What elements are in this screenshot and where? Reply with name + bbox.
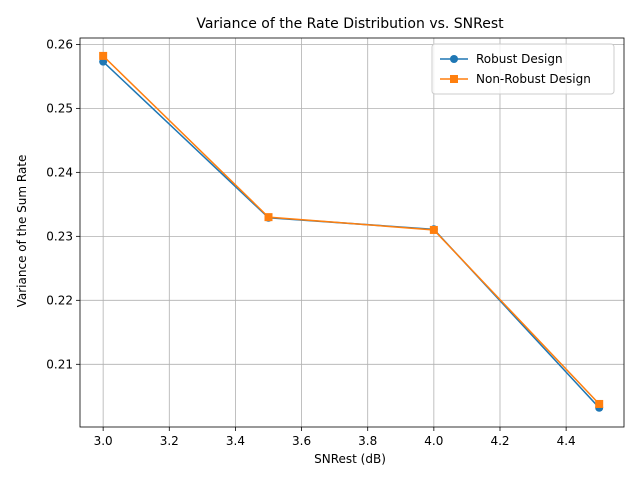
legend-label: Non-Robust Design	[476, 72, 591, 86]
x-axis-label: SNRest (dB)	[314, 452, 386, 466]
x-axis: 3.0 3.2 3.4 3.6 3.8 4.0 4.2 4.4	[94, 427, 576, 448]
x-tick-label: 3.6	[292, 434, 311, 448]
legend-marker	[450, 55, 458, 63]
legend-box	[431, 43, 615, 95]
data-point	[429, 225, 438, 234]
chart-title: Variance of the Rate Distribution vs. SN…	[196, 16, 504, 32]
y-tick-label: 0.24	[46, 165, 73, 179]
legend-item: Robust Design	[440, 52, 563, 66]
legend: Robust Design Non-Robust Design	[431, 43, 615, 95]
series-line	[102, 55, 600, 405]
plot-frame	[79, 37, 625, 428]
y-axis-label: Variance of the Sum Rate	[15, 155, 29, 308]
y-tick-label: 0.21	[46, 357, 73, 371]
series-non-robust-design	[99, 51, 604, 408]
series-group	[99, 51, 604, 412]
legend-label: Robust Design	[476, 52, 563, 66]
data-point	[264, 213, 273, 222]
x-tick-label: 4.2	[490, 434, 509, 448]
grid	[80, 38, 624, 427]
y-tick-label: 0.22	[46, 293, 73, 307]
x-tick-label: 3.2	[160, 434, 179, 448]
x-tick-label: 3.8	[358, 434, 377, 448]
legend-item: Non-Robust Design	[440, 72, 591, 86]
x-tick-label: 3.4	[226, 434, 245, 448]
y-tick-label: 0.25	[46, 101, 73, 115]
y-tick-label: 0.26	[46, 37, 73, 51]
y-axis: 0.21 0.22 0.23 0.24 0.25 0.26	[46, 37, 80, 371]
legend-marker	[450, 75, 458, 83]
x-tick-label: 4.4	[557, 434, 576, 448]
y-tick-label: 0.23	[46, 229, 73, 243]
x-tick-label: 3.0	[94, 434, 113, 448]
x-tick-label: 4.0	[424, 434, 443, 448]
data-point	[99, 51, 108, 60]
data-point	[595, 399, 604, 408]
